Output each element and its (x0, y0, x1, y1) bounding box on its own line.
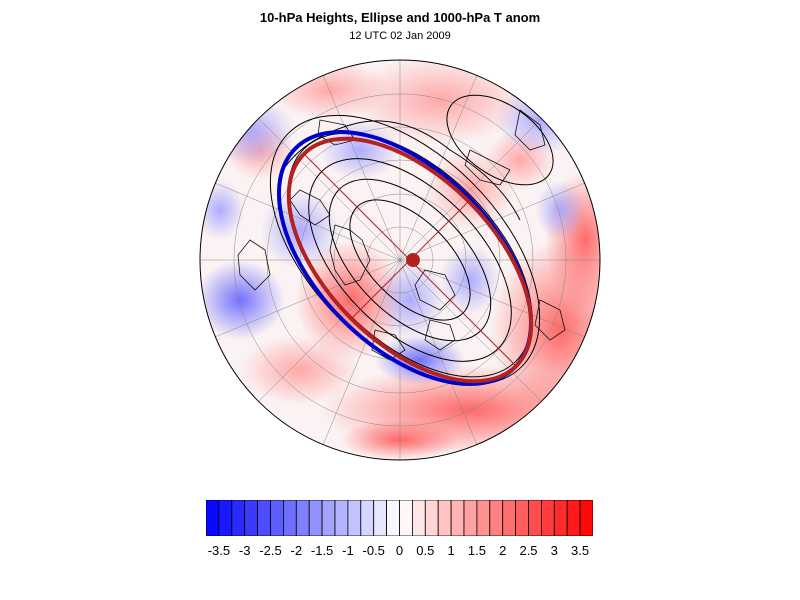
colorbar-box (463, 500, 478, 536)
colorbar-box (218, 500, 233, 536)
colorbar-box (360, 500, 375, 536)
colorbar-box (540, 500, 555, 536)
colorbar-box (528, 500, 542, 536)
colorbar-box (553, 500, 568, 536)
colorbar-box (334, 500, 349, 536)
colorbar-tick-label: 0 (395, 543, 404, 558)
map-title: 10-hPa Heights, Ellipse and 1000-hPa T a… (259, 10, 541, 25)
colorbar-box (244, 500, 259, 536)
colorbar-tick-label: 1.5 (467, 543, 486, 558)
colorbar-box (270, 500, 284, 536)
meridian-lines (200, 60, 600, 460)
colorbar-tick-label: -3 (238, 543, 251, 558)
map-subtitle: 12 UTC 02 Jan 2009 (349, 30, 451, 42)
colorbar-box (231, 500, 246, 536)
colorbar-tick-label: -2 (290, 543, 303, 558)
colorbar-tick-label: 3.5 (571, 543, 590, 558)
colorbar-box (283, 500, 297, 536)
colorbar-box (424, 500, 439, 536)
colorbar-box (515, 500, 529, 536)
colorbar-tick-label: -3.5 (207, 543, 231, 558)
colorbar-box (206, 500, 220, 536)
colorbar-tick-label: 1 (447, 543, 455, 558)
colorbar-tick-label: -0.5 (362, 543, 385, 558)
ellipse-center-marker (406, 253, 420, 267)
colorbar-tick-label: 0.5 (416, 543, 435, 558)
colorbar-box (489, 500, 504, 536)
colorbar-tick-label: 2 (499, 543, 507, 558)
colorbar-box (437, 500, 452, 536)
colorbar-box (450, 500, 465, 536)
coastlines (237, 109, 566, 361)
colorbar-box (386, 500, 400, 536)
colorbar-box (257, 500, 271, 536)
colorbar-box (321, 500, 336, 536)
colorbar-tick-label: -1.5 (310, 543, 334, 558)
colorbar-box (308, 500, 323, 536)
colorbar-labels: -3.5 -3 -2.5 -2 -1.5 -1 -0.5 0 0.5 1 1.5 2 2.5 3 3.5 (196, 543, 606, 563)
colorbar-box (476, 500, 491, 536)
colorbar-box (373, 500, 387, 536)
colorbar-tick-label: 3 (550, 543, 558, 558)
colorbar-box (295, 500, 310, 536)
colorbar-box (411, 500, 426, 536)
colorbar-tick-label: 2.5 (519, 543, 538, 558)
globe-outline (199, 59, 601, 461)
colorbar-box (502, 500, 517, 536)
colorbar-tick-label: -1 (342, 543, 354, 558)
colorbar-box (347, 500, 362, 536)
colorbar (206, 500, 593, 536)
colorbar-box (579, 500, 593, 536)
colorbar-tick-label: -2.5 (259, 543, 282, 558)
colorbar-box (566, 500, 581, 536)
colorbar-box (399, 500, 413, 536)
